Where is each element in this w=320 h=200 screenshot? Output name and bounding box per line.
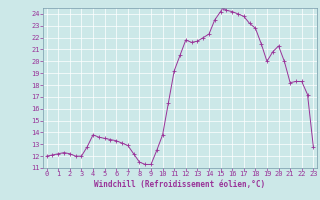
X-axis label: Windchill (Refroidissement éolien,°C): Windchill (Refroidissement éolien,°C) (94, 180, 266, 189)
